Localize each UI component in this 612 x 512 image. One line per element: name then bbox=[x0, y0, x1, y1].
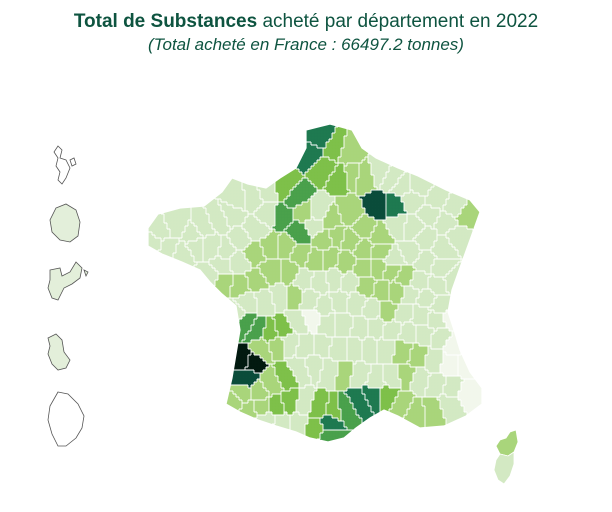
department-region bbox=[148, 363, 243, 442]
department-region bbox=[382, 363, 402, 389]
department-region bbox=[280, 258, 300, 287]
metropolitan-france bbox=[147, 123, 483, 443]
department-region bbox=[322, 162, 351, 197]
dept-corse-du-sud bbox=[493, 451, 515, 485]
department-region bbox=[148, 261, 219, 353]
dom-mayotte bbox=[47, 391, 85, 447]
department-region bbox=[394, 303, 414, 326]
department-region bbox=[388, 168, 411, 197]
department-region bbox=[334, 192, 366, 227]
department-region bbox=[148, 297, 246, 356]
department-borders bbox=[148, 124, 482, 442]
dept-haute-corse bbox=[495, 429, 519, 457]
map-title: Total de Substances acheté par départeme… bbox=[0, 10, 612, 34]
department-region bbox=[358, 189, 387, 221]
department-region bbox=[361, 297, 381, 320]
department-region bbox=[337, 124, 390, 167]
map-title-rest: acheté par département en 2022 bbox=[262, 11, 539, 32]
department-region bbox=[400, 285, 420, 305]
department-region bbox=[283, 177, 318, 209]
department-region bbox=[148, 124, 192, 239]
france-outline bbox=[147, 123, 483, 443]
dom-la-reunion bbox=[47, 333, 71, 371]
department-region bbox=[346, 336, 363, 365]
corsica bbox=[493, 429, 519, 485]
departments bbox=[148, 124, 482, 442]
department-region bbox=[334, 360, 354, 392]
department-region bbox=[310, 270, 330, 296]
department-region bbox=[148, 156, 171, 242]
department-region bbox=[148, 237, 180, 329]
department-region bbox=[166, 124, 246, 212]
department-region bbox=[301, 309, 321, 335]
department-region bbox=[148, 339, 252, 374]
dom-guyane bbox=[47, 261, 89, 301]
map-title-bold: Total de Substances bbox=[73, 11, 258, 32]
department-border-lines bbox=[148, 124, 482, 442]
dom-martinique bbox=[49, 203, 81, 243]
map-subtitle: (Total acheté en France : 66497.2 tonnes… bbox=[148, 35, 464, 54]
department-region bbox=[409, 366, 432, 398]
department-region bbox=[409, 124, 482, 197]
department-region bbox=[310, 189, 336, 221]
department-region bbox=[310, 228, 333, 251]
overseas-territories bbox=[47, 145, 89, 447]
department-region bbox=[295, 384, 318, 416]
dom-guadeloupe bbox=[53, 145, 77, 185]
department-region bbox=[361, 336, 378, 365]
map-title-block: Total de Substances acheté par départeme… bbox=[0, 10, 612, 56]
